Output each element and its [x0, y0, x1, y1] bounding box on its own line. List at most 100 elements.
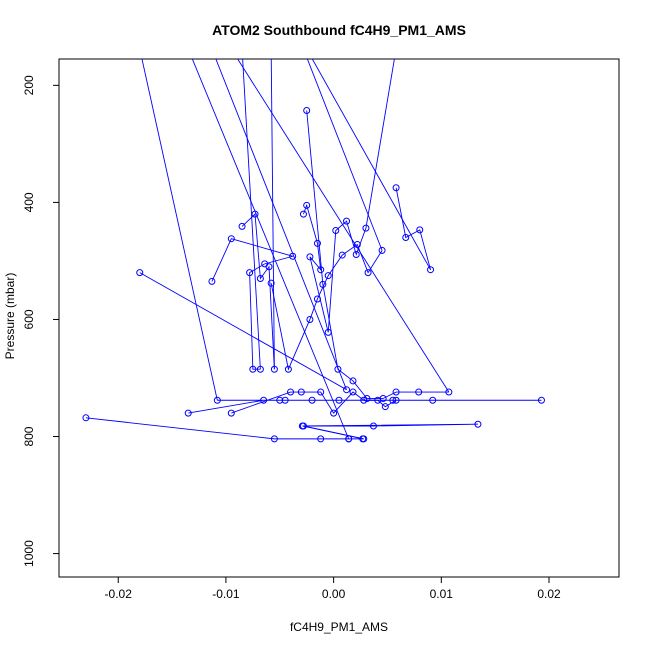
series-line — [303, 203, 367, 333]
data-point — [349, 388, 357, 396]
data-point — [392, 184, 400, 192]
data-point — [402, 234, 410, 242]
data-point — [429, 396, 437, 404]
series-line — [211, 238, 295, 370]
y-axis: 200 400 600 800 1000 — [22, 75, 59, 567]
data-point — [284, 365, 292, 373]
data-point — [208, 277, 216, 285]
x-tick-label: 0.00 — [322, 587, 346, 601]
data-point — [270, 365, 278, 373]
y-tick-label: 200 — [22, 75, 36, 95]
series-7 — [299, 201, 370, 336]
series-line — [270, 243, 383, 371]
data-point — [306, 315, 314, 323]
data-point — [334, 365, 342, 373]
data-point — [537, 396, 545, 404]
data-point — [359, 435, 367, 443]
x-tick-label: 0.02 — [537, 587, 561, 601]
data-point — [343, 386, 351, 394]
y-tick-label: 600 — [22, 309, 36, 329]
data-point — [317, 388, 325, 396]
ascent-line — [311, 59, 431, 270]
data-point — [349, 377, 357, 385]
series-6 — [267, 241, 386, 373]
data-point — [364, 269, 372, 277]
data-point — [392, 396, 400, 404]
x-tick-label: -0.02 — [105, 587, 133, 601]
ascent-line — [242, 59, 261, 370]
data-point — [474, 420, 482, 428]
data-point — [297, 388, 305, 396]
data-point — [416, 226, 424, 234]
data-point — [213, 396, 221, 404]
data-point — [256, 274, 264, 282]
data-point — [184, 409, 192, 417]
data-point — [427, 266, 435, 274]
series-5 — [238, 210, 278, 373]
ascent-line — [215, 59, 347, 390]
data-point — [369, 422, 377, 430]
series-8 — [392, 184, 435, 274]
data-point — [381, 403, 389, 411]
data-point — [249, 365, 257, 373]
data-point — [392, 388, 400, 396]
data-point — [445, 388, 453, 396]
series-10 — [227, 388, 400, 417]
data-point — [298, 422, 306, 430]
y-tick-label: 1000 — [22, 540, 36, 567]
data-point — [238, 222, 246, 230]
series-line — [139, 272, 347, 391]
y-axis-label: Pressure (mbar) — [3, 273, 17, 360]
data-point — [289, 252, 297, 260]
y-tick-label: 800 — [22, 426, 36, 446]
data-point — [251, 210, 259, 218]
data-point — [287, 388, 295, 396]
data-point — [276, 396, 284, 404]
data-point — [256, 365, 264, 373]
data-point — [360, 396, 368, 404]
data-point — [136, 269, 144, 277]
series-line — [188, 399, 542, 414]
series-line — [231, 391, 397, 414]
series-line — [85, 417, 478, 440]
data-point — [345, 435, 353, 443]
ascent-line — [365, 59, 395, 229]
ascent-line — [306, 59, 383, 251]
data-point — [335, 396, 343, 404]
data-point — [270, 435, 278, 443]
chart-title: ATOM2 Southbound fC4H9_PM1_AMS — [212, 22, 466, 38]
data-point — [362, 224, 370, 232]
series-1 — [82, 414, 482, 443]
data-point — [313, 239, 321, 247]
data-point — [299, 210, 307, 218]
data-point — [330, 409, 338, 417]
ascent-line — [141, 59, 218, 401]
data-point — [303, 201, 311, 209]
series-line — [395, 187, 431, 270]
data-point — [317, 435, 325, 443]
x-tick-label: 0.01 — [430, 587, 454, 601]
data-point — [303, 107, 311, 115]
x-axis: -0.02 -0.01 0.00 0.01 0.02 — [105, 577, 561, 601]
series-line — [306, 110, 449, 399]
data-point — [267, 279, 275, 287]
ascent-line — [191, 59, 350, 440]
y-tick-label: 400 — [22, 192, 36, 212]
ascent-line — [237, 59, 450, 393]
data-point — [378, 246, 386, 254]
plot-area — [82, 59, 545, 443]
ascent-line — [270, 59, 275, 370]
data-point — [324, 272, 332, 280]
data-point — [82, 414, 90, 422]
data-point — [246, 269, 254, 277]
data-point — [338, 251, 346, 259]
series-line — [241, 213, 275, 370]
data-point — [343, 217, 351, 225]
data-point — [319, 280, 327, 288]
data-point — [317, 266, 325, 274]
data-point — [281, 396, 289, 404]
data-point — [332, 226, 340, 234]
series-9 — [303, 107, 453, 402]
series-4 — [208, 235, 297, 373]
plot-frame — [58, 58, 620, 578]
